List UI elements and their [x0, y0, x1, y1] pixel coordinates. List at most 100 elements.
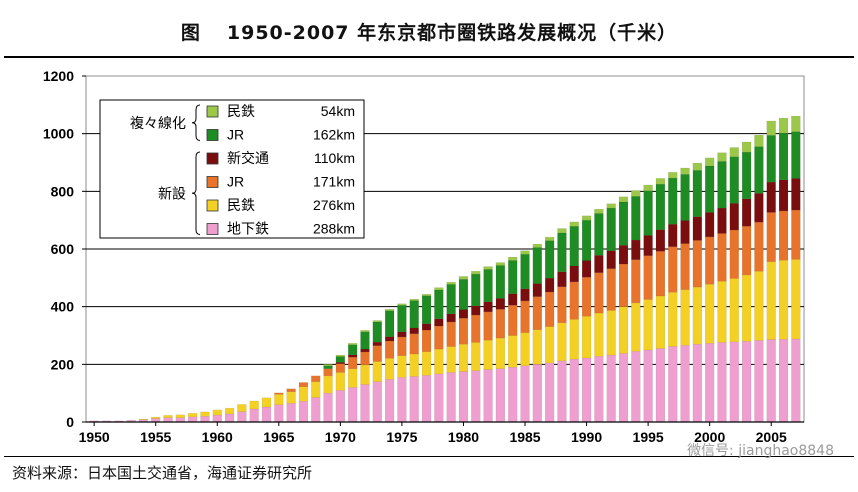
bar-segment: [175, 414, 185, 418]
bar-segment: [520, 365, 530, 423]
chart-title: 图 1950-2007 年东京都市圈铁路发展概况（千米）: [0, 18, 858, 45]
bar-segment: [372, 341, 382, 346]
x-tick-label: 1960: [202, 429, 233, 445]
bar-segment: [421, 329, 432, 352]
bar-segment: [360, 330, 370, 332]
bar-segment: [495, 265, 506, 299]
bar-segment: [434, 325, 444, 350]
bar-segment: [508, 256, 518, 261]
bar-segment: [581, 357, 592, 423]
bar-segment: [384, 310, 395, 337]
bar-segment: [778, 117, 789, 134]
bar-segment: [741, 151, 752, 200]
bar-segment: [569, 281, 579, 320]
bar-segment: [495, 262, 506, 266]
bar-segment: [372, 320, 382, 323]
legend-swatch: [206, 105, 219, 118]
bar-segment: [581, 315, 592, 359]
x-tick-label: 1955: [140, 429, 171, 445]
bar-segment: [545, 240, 555, 279]
bar-segment: [557, 322, 567, 362]
bar-segment: [557, 228, 567, 234]
bar-segment: [471, 271, 481, 275]
bar-segment: [668, 246, 678, 293]
bar-segment: [348, 368, 358, 388]
bar-segment: [557, 271, 567, 287]
bar-segment: [458, 309, 469, 319]
bar-segment: [249, 408, 259, 423]
y-tick-label: 0: [66, 414, 74, 430]
bar-segment: [754, 221, 764, 272]
bar-segment: [545, 236, 555, 241]
bar-segment: [557, 286, 567, 324]
bar-segment: [237, 404, 247, 412]
bar-segment: [311, 375, 321, 382]
bar-segment: [618, 263, 629, 307]
bar-segment: [409, 327, 419, 334]
bar-segment: [520, 332, 530, 366]
bar-segment: [495, 309, 506, 339]
bar-segment: [397, 377, 407, 423]
bar-segment: [520, 300, 530, 333]
bar-segment: [655, 348, 666, 423]
y-tick-label: 1200: [43, 68, 74, 84]
bar-segment: [631, 239, 641, 260]
legend-group-brace: [191, 151, 201, 235]
bar-segment: [348, 387, 358, 423]
bar-segment: [766, 212, 776, 262]
bar-segment: [409, 353, 419, 377]
bar-segment: [791, 131, 801, 179]
bar-segment: [705, 212, 715, 238]
bar-segment: [495, 298, 506, 310]
bar-segment: [569, 221, 579, 227]
bar-segment: [323, 368, 333, 377]
bar-segment: [643, 190, 653, 236]
bar-segment: [606, 250, 616, 269]
bar-segment: [261, 406, 272, 423]
bar-segment: [631, 196, 641, 241]
bar-segment: [705, 343, 715, 423]
bar-segment: [643, 255, 653, 300]
bar-segment: [138, 418, 149, 420]
bar-segment: [495, 337, 506, 369]
bar-segment: [508, 335, 518, 368]
bar-segment: [791, 338, 801, 423]
bar-segment: [545, 291, 555, 327]
bar-segment: [458, 371, 469, 423]
bar-segment: [741, 226, 752, 276]
bar-segment: [569, 226, 579, 267]
bar-segment: [717, 342, 727, 423]
legend-value: 162km: [313, 127, 355, 143]
bar-segment: [741, 341, 752, 423]
bar-segment: [741, 141, 752, 153]
bar-segment: [643, 235, 653, 256]
bar-segment: [717, 281, 727, 343]
bar-segment: [274, 394, 284, 405]
bar-segment: [741, 198, 752, 227]
bar-segment: [631, 302, 641, 352]
legend-value: 276km: [313, 197, 355, 213]
bar-segment: [372, 381, 382, 423]
bar-segment: [668, 346, 678, 423]
bar-segment: [212, 414, 222, 423]
bar-segment: [692, 216, 702, 241]
bar-segment: [348, 343, 358, 345]
bar-segment: [717, 152, 727, 162]
bar-segment: [631, 190, 641, 197]
legend-swatch: [206, 199, 219, 212]
bar-segment: [692, 162, 702, 171]
bar-segment: [680, 167, 690, 175]
bar-segment: [594, 213, 604, 256]
source-note: 资料来源：日本国土交通省，海通证券研究所: [12, 464, 313, 482]
bar-segment: [188, 416, 198, 423]
bar-segment: [434, 373, 444, 423]
bar-segment: [483, 311, 493, 341]
bar-segment: [569, 265, 579, 283]
bar-segment: [717, 233, 727, 282]
bar-segment: [705, 283, 715, 344]
bar-segment: [421, 294, 432, 296]
bar-segment: [384, 336, 395, 342]
bar-segment: [397, 355, 407, 378]
bar-segment: [311, 381, 321, 398]
bar-segment: [557, 232, 567, 272]
